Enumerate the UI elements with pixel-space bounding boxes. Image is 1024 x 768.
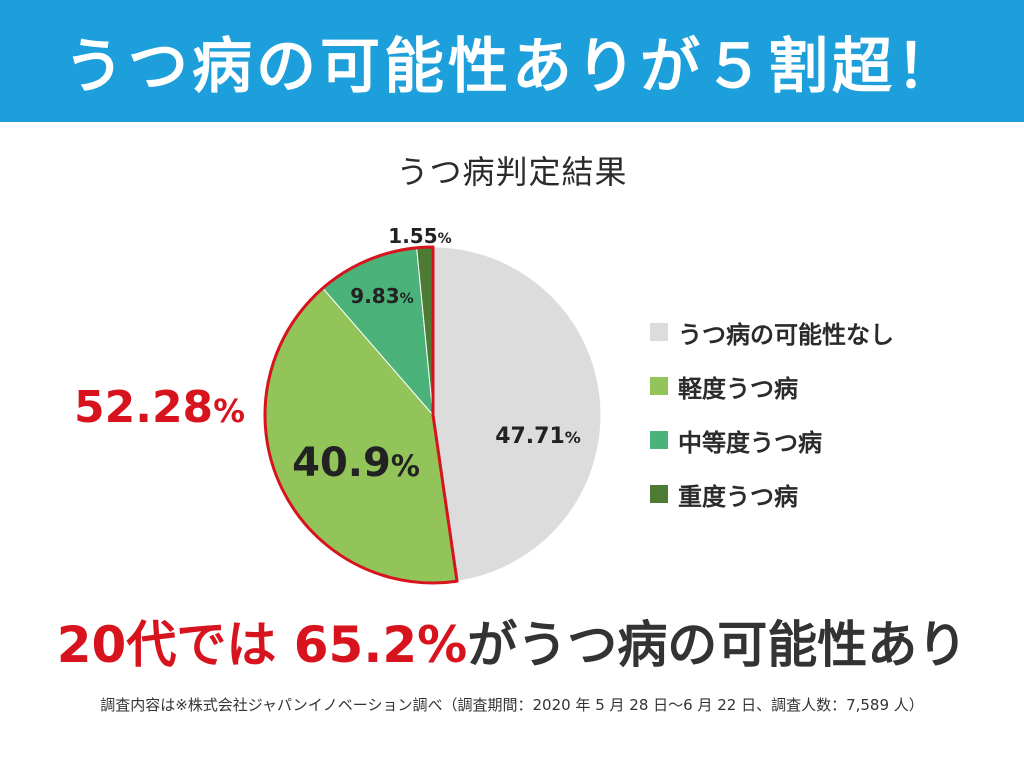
slice-label-severe: 1.55% (388, 224, 451, 248)
legend-item-severe: 重度うつ病 (650, 480, 894, 511)
legend-label-mild: 軽度うつ病 (678, 374, 798, 403)
legend-item-none: うつ病の可能性なし (650, 318, 894, 349)
depression-total-value: 52.28 (74, 382, 214, 433)
title-banner: うつ病の可能性ありが５割超！ (0, 0, 1024, 122)
depression-total-label: 52.28% (74, 382, 245, 433)
banner-title: うつ病の可能性ありが５割超！ (64, 31, 960, 102)
legend-label-severe: 重度うつ病 (678, 482, 798, 511)
survey-footnote: 調査内容は※株式会社ジャパンイノベーション調べ（調査期間：2020 年 5 月 … (100, 696, 924, 714)
depression-total-unit: % (213, 394, 245, 430)
legend-swatch-moderate (650, 431, 668, 449)
chart-title: うつ病判定結果 (396, 153, 628, 191)
legend-swatch-severe (650, 485, 668, 503)
legend-item-mild: 軽度うつ病 (650, 372, 894, 403)
twenties-summary: 20代では 65.2%がうつ病の可能性あり (0, 605, 1024, 677)
slice-label-moderate: 9.83% (350, 284, 413, 308)
legend-swatch-mild (650, 377, 668, 395)
slice-label-mild: 40.9% (292, 440, 420, 486)
twenties-summary-text: がうつ病の可能性あり (467, 616, 968, 674)
legend-item-moderate: 中等度うつ病 (650, 426, 894, 457)
legend-swatch-none (650, 323, 668, 341)
depression-group-outline (263, 245, 459, 585)
chart-legend: うつ病の可能性なし 軽度うつ病 中等度うつ病 重度うつ病 (650, 318, 894, 534)
pie-slice-none (432, 246, 602, 582)
legend-label-moderate: 中等度うつ病 (678, 428, 822, 457)
twenties-percent-text: 20代では 65.2% (56, 616, 468, 674)
slice-label-none: 47.71% (495, 424, 581, 449)
legend-label-none: うつ病の可能性なし (678, 320, 894, 349)
